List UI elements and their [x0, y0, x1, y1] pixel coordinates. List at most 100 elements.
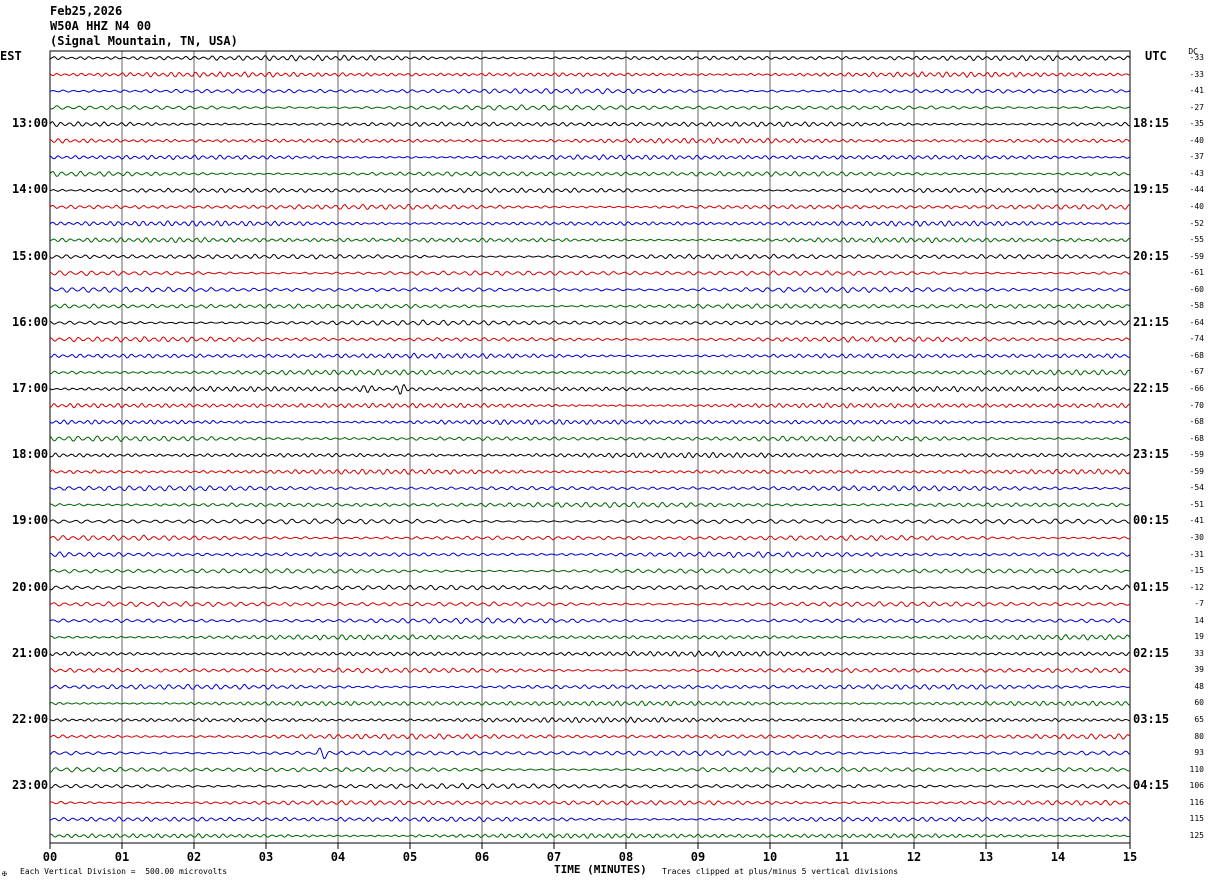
trace-row-12	[49, 253, 1131, 260]
left-time-label: 23:00	[12, 778, 49, 793]
dc-offset-label: -58	[1189, 301, 1204, 311]
trace-row-13	[49, 270, 1131, 277]
dc-offset-label: -41	[1189, 86, 1204, 96]
dc-offset-label: -44	[1189, 185, 1204, 195]
dc-offset-label: -60	[1189, 284, 1204, 294]
x-axis-label: TIME (MINUTES)	[554, 863, 647, 876]
x-tick-label-15: 15	[1122, 850, 1138, 864]
dc-offset-label: -74	[1189, 334, 1204, 344]
trace-row-34	[49, 617, 1131, 625]
x-tick-label-05: 05	[402, 850, 418, 864]
dc-offset-label: -35	[1189, 119, 1204, 129]
header-location: (Signal Mountain, TN, USA)	[50, 34, 238, 48]
trace-row-7	[49, 170, 1131, 178]
trace-row-31	[49, 567, 1131, 574]
dc-offset-label: -64	[1189, 317, 1204, 327]
dc-offset-label: -67	[1189, 367, 1204, 377]
left-time-label: 18:00	[12, 447, 49, 462]
right-time-label: 02:15	[1133, 645, 1170, 660]
dc-offset-label: 115	[1189, 814, 1204, 824]
trace-row-4	[49, 120, 1131, 128]
plot-frame	[49, 50, 1131, 844]
trace-row-27	[49, 501, 1131, 508]
trace-row-8	[49, 187, 1131, 194]
dc-offset-label: -33	[1189, 69, 1204, 79]
dc-offset-label: 39	[1194, 665, 1204, 675]
trace-row-9	[49, 203, 1131, 211]
trace-row-37	[49, 667, 1131, 674]
seismic-traces	[49, 54, 1131, 839]
trace-row-5	[49, 137, 1131, 144]
trace-row-14	[49, 286, 1131, 294]
trace-row-10	[49, 220, 1131, 228]
right-time-label: 18:15	[1133, 116, 1170, 131]
x-tick-label-11: 11	[834, 850, 850, 864]
x-tick-label-10: 10	[762, 850, 778, 864]
dc-offset-label: -33	[1189, 53, 1204, 62]
left-time-label: 19:00	[12, 513, 49, 528]
dc-offset-label: -59	[1189, 251, 1204, 261]
footer-clip-note: Traces clipped at plus/minus 5 vertical …	[662, 867, 899, 876]
dc-offset-label: -51	[1189, 499, 1204, 509]
left-time-label: 14:00	[12, 182, 49, 197]
dc-offset-label: -59	[1189, 466, 1204, 476]
trace-row-0	[49, 54, 1131, 62]
dc-offset-label: -68	[1189, 350, 1204, 360]
trace-row-40	[49, 716, 1131, 724]
dc-offset-label: -31	[1189, 549, 1204, 559]
trace-row-24	[49, 451, 1131, 459]
trace-row-45	[49, 799, 1131, 806]
x-tick-label-12: 12	[906, 850, 922, 864]
trace-row-33	[49, 600, 1131, 608]
trace-row-20	[49, 383, 1131, 395]
trace-row-44	[49, 783, 1131, 790]
dc-offset-label: -27	[1189, 102, 1204, 112]
header-station: W50A HHZ N4 00	[50, 19, 152, 33]
trace-row-39	[49, 700, 1131, 707]
left-time-label: 16:00	[12, 314, 49, 329]
trace-row-6	[49, 154, 1131, 161]
trace-row-3	[49, 104, 1131, 111]
dc-offset-label: -37	[1189, 152, 1204, 162]
dc-offset-label: -61	[1189, 268, 1204, 278]
footer-scale-note: Each Vertical Division = 500.00 microvol…	[20, 867, 228, 876]
dc-offset-label: -40	[1189, 201, 1204, 211]
trace-row-46	[49, 816, 1131, 823]
trace-row-29	[49, 534, 1131, 541]
x-tick-marks	[49, 843, 1131, 849]
x-tick-label-09: 09	[690, 850, 706, 864]
trace-row-16	[49, 319, 1131, 326]
dc-offset-label: 19	[1194, 632, 1204, 642]
x-tick-label-07: 07	[546, 850, 562, 864]
dc-offset-label: -40	[1189, 135, 1204, 145]
dc-offset-label: 14	[1194, 615, 1204, 625]
x-tick-label-03: 03	[258, 850, 274, 864]
left-time-label: 17:00	[12, 381, 49, 395]
dc-offset-label: -12	[1189, 582, 1204, 592]
dc-offset-label: 80	[1194, 731, 1204, 741]
trace-row-25	[49, 468, 1131, 476]
dc-offset-label: 48	[1194, 681, 1204, 691]
dc-offset-label: 110	[1189, 764, 1204, 774]
trace-row-35	[49, 633, 1131, 641]
dc-offset-label: -68	[1189, 433, 1204, 443]
minute-gridlines	[121, 51, 1059, 843]
trace-row-11	[49, 236, 1131, 244]
right-time-label: 20:15	[1133, 248, 1170, 263]
dc-offset-label: -52	[1189, 218, 1204, 228]
dc-offset-label: 33	[1194, 648, 1204, 658]
x-tick-label-13: 13	[978, 850, 994, 864]
trace-row-1	[49, 71, 1131, 79]
dc-offset-label: -30	[1189, 532, 1204, 542]
trace-row-38	[49, 683, 1131, 690]
trace-row-22	[49, 419, 1131, 426]
dc-offset-label: -55	[1189, 235, 1204, 245]
trace-row-26	[49, 485, 1131, 492]
right-time-label: 21:15	[1133, 314, 1170, 329]
left-time-label: 21:00	[12, 645, 49, 660]
x-tick-label-08: 08	[618, 850, 634, 864]
trace-row-42	[49, 747, 1131, 760]
right-time-label: 04:15	[1133, 778, 1170, 793]
trace-row-47	[49, 832, 1131, 839]
